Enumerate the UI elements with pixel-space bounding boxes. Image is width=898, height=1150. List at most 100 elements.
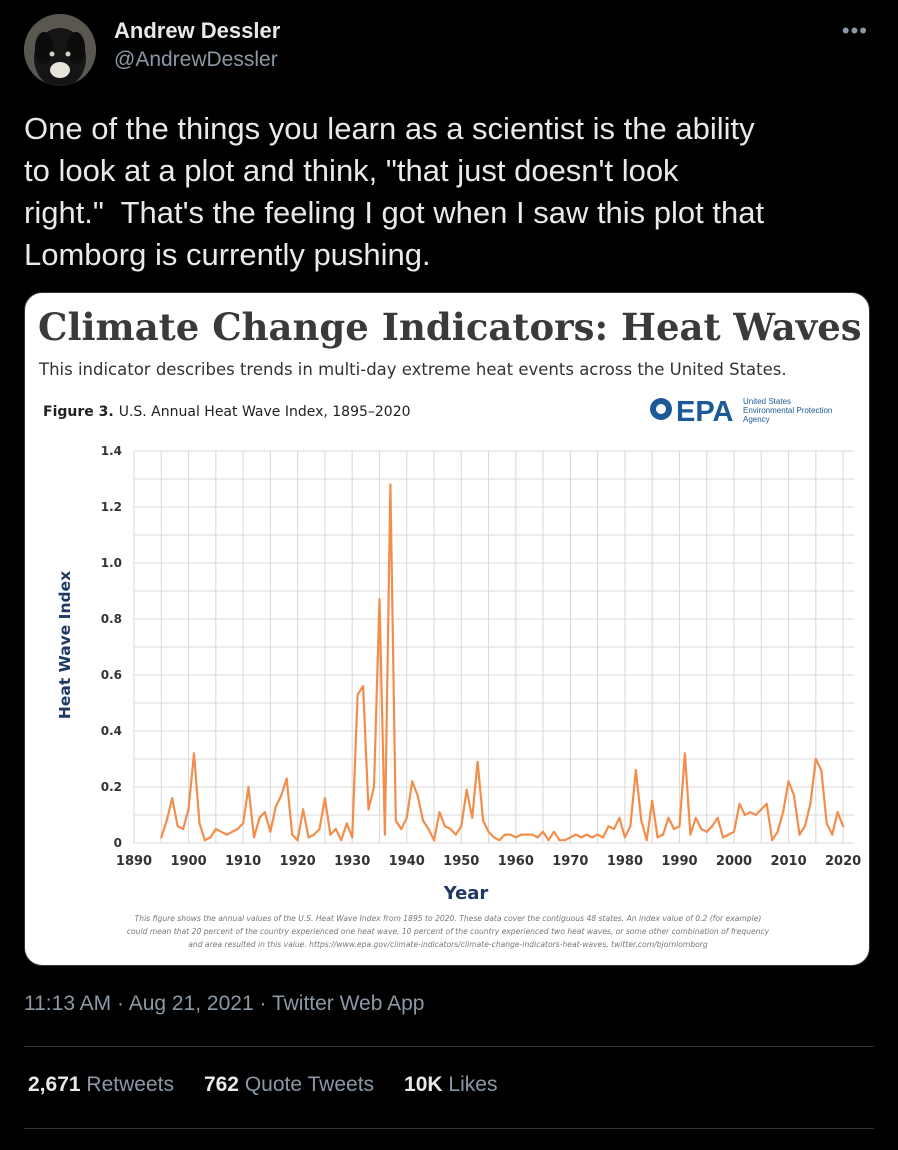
x-tick-label: 2000 [716, 854, 752, 869]
y-tick-label: 0.4 [101, 724, 122, 738]
y-tick-labels: 0 0.2 0.4 0.6 0.8 1.0 1.2 1.4 [101, 444, 122, 850]
data-point [514, 836, 517, 839]
footnote-line-3: and area resulted in this value. https:/… [188, 940, 708, 949]
data-point [667, 816, 670, 819]
data-point [771, 839, 774, 842]
data-point [689, 833, 692, 836]
retweets-stat[interactable]: 2,671 Retweets [28, 1073, 174, 1097]
data-point [209, 836, 212, 839]
data-point [487, 830, 490, 833]
x-tick-label: 1910 [225, 854, 261, 869]
data-point [607, 825, 610, 828]
tweet-date[interactable]: Aug 21, 2021 [128, 992, 254, 1015]
data-point [787, 780, 790, 783]
data-point [443, 825, 446, 828]
data-point [454, 833, 457, 836]
data-point [372, 785, 376, 789]
data-point [552, 830, 556, 833]
y-axis-label: Heat Wave Index [56, 571, 74, 719]
data-point [798, 833, 801, 836]
y-tick-label: 1.2 [101, 500, 122, 514]
data-point [640, 819, 643, 822]
data-point [296, 839, 299, 842]
data-point [651, 799, 654, 803]
x-tick-label: 2020 [825, 854, 861, 869]
tweet-time[interactable]: 11:13 AM [24, 992, 112, 1015]
data-point [334, 827, 337, 831]
author-name[interactable]: Andrew Dessler [114, 18, 281, 43]
data-point [367, 808, 370, 811]
data-point [171, 797, 174, 800]
x-tick-label: 1970 [552, 854, 588, 869]
data-point [482, 819, 485, 822]
epa-logo: EPA United States Environmental Protecti… [650, 396, 832, 428]
data-point [394, 819, 397, 822]
quote-tweets-stat[interactable]: 762 Quote Tweets [204, 1073, 374, 1097]
data-point [231, 830, 234, 833]
figure-caption: U.S. Annual Heat Wave Index, 1895–2020 [119, 404, 411, 420]
tweet-image[interactable]: Climate Change Indicators: Heat Waves Th… [24, 292, 870, 966]
data-point [247, 785, 250, 789]
data-point [242, 822, 245, 825]
data-point [722, 836, 725, 839]
divider [24, 1128, 874, 1129]
avatar[interactable] [24, 14, 96, 86]
data-point [432, 839, 436, 842]
data-point [263, 811, 266, 814]
data-point [192, 752, 196, 755]
data-point [672, 827, 676, 831]
data-point [236, 827, 239, 831]
data-point [525, 833, 528, 836]
data-point [694, 816, 697, 819]
y-tick-label: 0.6 [101, 668, 122, 682]
data-point [580, 836, 583, 839]
data-point [803, 825, 807, 828]
data-point [449, 827, 452, 831]
data-point [531, 833, 534, 836]
tweet-timestamp[interactable]: 11:13 AM · Aug 21, 2021 · Twitter Web Ap… [24, 992, 424, 1016]
x-tick-label: 1930 [334, 854, 370, 869]
data-point [716, 816, 719, 819]
epa-flower-center [656, 404, 666, 414]
likes-label: Likes [448, 1073, 498, 1096]
footnote-line-1: This figure shows the annual values of t… [135, 914, 762, 923]
data-point [776, 830, 779, 833]
y-tick-label: 0 [114, 836, 122, 850]
x-tick-label: 2010 [770, 854, 806, 869]
data-point [362, 685, 365, 688]
data-point [285, 777, 288, 780]
data-point [711, 825, 714, 828]
retweets-label: Retweets [86, 1073, 174, 1096]
data-point [809, 802, 812, 805]
data-point [274, 805, 277, 808]
data-point [302, 808, 305, 811]
data-point [683, 752, 687, 755]
x-tick-label: 1950 [443, 854, 479, 869]
data-point [634, 769, 637, 772]
data-point [825, 822, 828, 825]
figure-headline: Climate Change Indicators: Heat Waves [38, 305, 862, 349]
data-point [422, 819, 425, 822]
retweets-count: 2,671 [28, 1073, 81, 1096]
data-point [182, 827, 185, 831]
data-point [782, 811, 785, 814]
data-point [765, 802, 768, 805]
epa-logo-text: EPA [676, 396, 734, 428]
y-tick-label: 0.8 [101, 612, 122, 626]
likes-stat[interactable]: 10K Likes [404, 1073, 497, 1097]
more-horizontal-icon[interactable]: ••• [841, 18, 868, 43]
author-handle[interactable]: @AndrewDessler [114, 48, 278, 71]
data-point [378, 598, 381, 601]
tweet-text: One of the things you learn as a scienti… [24, 111, 765, 272]
data-point [307, 836, 310, 839]
data-point [356, 693, 359, 696]
data-point [383, 833, 386, 836]
data-point [569, 836, 572, 839]
data-point [836, 811, 839, 814]
tweet-stats: 2,671 Retweets 762 Quote Tweets 10K Like… [28, 1073, 497, 1097]
tweet-client[interactable]: Twitter Web App [271, 992, 425, 1015]
meta-separator: · [253, 992, 272, 1015]
data-point [612, 827, 616, 831]
data-point [842, 825, 845, 828]
data-point [820, 769, 823, 772]
